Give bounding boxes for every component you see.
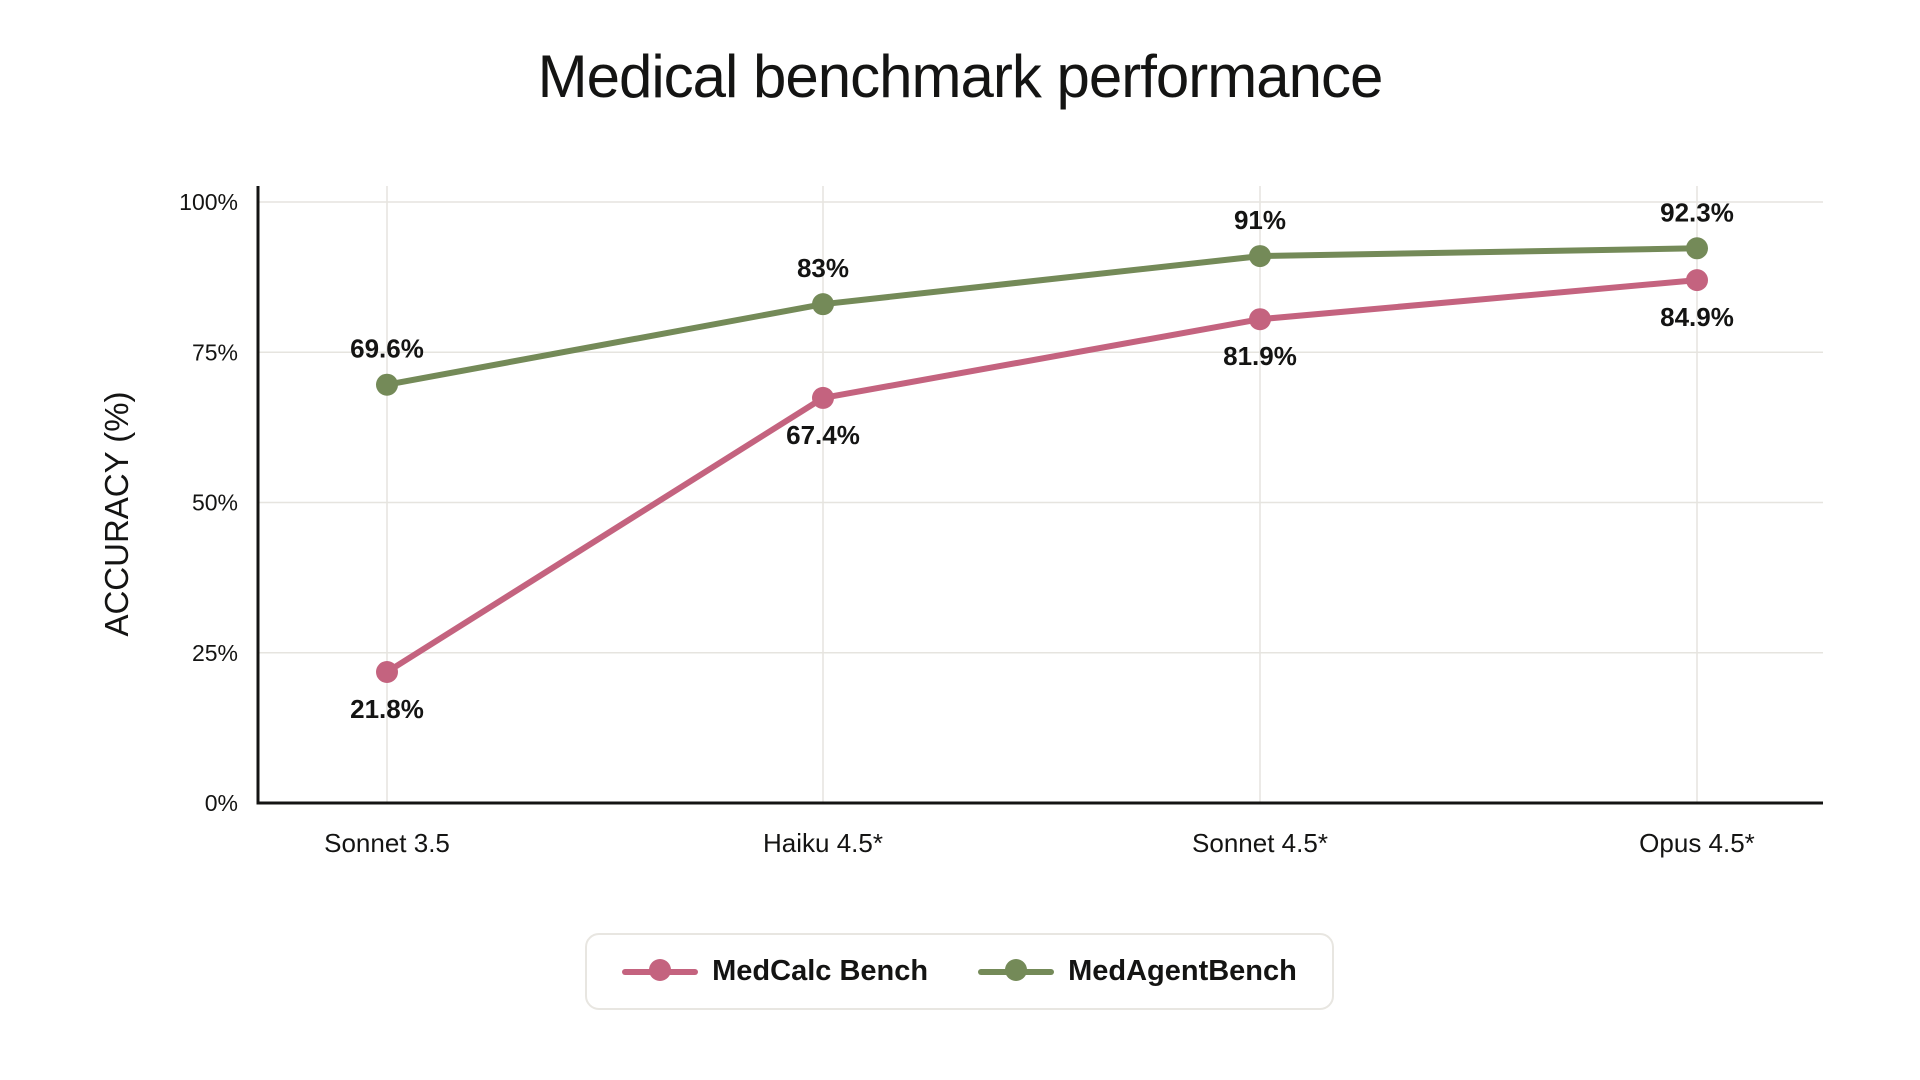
data-label: 69.6% xyxy=(350,334,424,364)
data-point xyxy=(812,293,834,316)
legend-item-medagent: MedAgentBench xyxy=(978,955,1297,988)
y-tick-label: 0% xyxy=(205,790,238,816)
y-tick-label: 100% xyxy=(179,189,238,215)
y-tick-label: 50% xyxy=(192,490,238,516)
data-point xyxy=(376,660,398,683)
legend-label-medcalc: MedCalc Bench xyxy=(712,955,929,987)
data-point xyxy=(1686,269,1708,292)
legend-label-medagent: MedAgentBench xyxy=(1068,955,1297,987)
legend: MedCalc Bench MedAgentBench xyxy=(585,933,1334,1010)
data-point xyxy=(812,386,834,409)
legend-item-medcalc: MedCalc Bench xyxy=(622,955,928,988)
data-label: 21.8% xyxy=(350,694,424,724)
data-label: 91% xyxy=(1234,205,1286,235)
x-tick-label: Sonnet 4.5* xyxy=(1192,828,1328,858)
x-tick-label: Opus 4.5* xyxy=(1639,828,1755,858)
data-label: 67.4% xyxy=(786,420,860,450)
data-point xyxy=(1249,308,1271,331)
legend-swatch-medagent xyxy=(978,958,1055,981)
x-tick-label: Sonnet 3.5 xyxy=(324,828,450,858)
data-label: 83% xyxy=(797,253,849,283)
y-axis-label: ACCURACY (%) xyxy=(98,391,135,636)
chart-title: Medical benchmark performance xyxy=(537,43,1384,110)
data-label: 81.9% xyxy=(1223,341,1297,371)
legend-swatch-medcalc xyxy=(622,958,699,981)
y-tick-label: 25% xyxy=(192,640,238,666)
series-line-0 xyxy=(385,277,1698,675)
data-label: 92.3% xyxy=(1660,197,1734,227)
data-point xyxy=(1686,237,1708,260)
x-tick-label: Haiku 4.5* xyxy=(763,828,883,858)
series-line-1 xyxy=(386,245,1698,388)
data-point xyxy=(1249,245,1271,268)
y-tick-label: 75% xyxy=(192,339,238,365)
data-point xyxy=(376,373,398,396)
data-label: 84.9% xyxy=(1660,302,1734,332)
